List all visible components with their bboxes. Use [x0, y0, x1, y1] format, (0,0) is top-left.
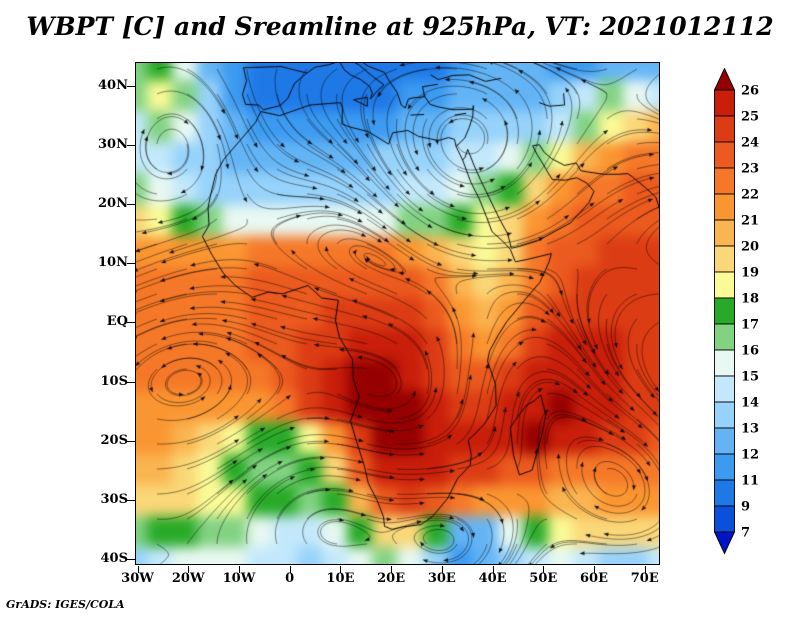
colorbar-segment: [714, 453, 735, 481]
colorbar-segment: [714, 375, 735, 403]
lat-tick-label: 20S: [100, 432, 128, 448]
lon-tick-label: 70E: [630, 571, 659, 586]
colorbar-label: 23: [741, 162, 759, 177]
lon-tick-label: 40E: [478, 571, 507, 586]
colorbar-segment: [714, 141, 735, 169]
colorbar-label: 16: [741, 344, 759, 359]
colorbar-label: 17: [741, 318, 759, 333]
figure-title: WBPT [C] and Sreamline at 925hPa, VT: 20…: [26, 12, 774, 41]
colorbar-label: 9: [741, 500, 750, 515]
tick-mark: [127, 559, 135, 561]
tick-mark: [188, 566, 190, 573]
grads-credit: GrADS: IGES/COLA: [6, 598, 125, 611]
tick-mark: [543, 566, 545, 573]
lon-tick-label: 30E: [427, 571, 456, 586]
tick-mark: [127, 85, 135, 87]
colorbar-segment: [714, 167, 735, 195]
tick-mark: [492, 566, 494, 573]
tick-mark: [127, 322, 135, 324]
colorbar-segment: [714, 89, 735, 117]
colorbar-label: 19: [741, 266, 759, 281]
colorbar-label: 26: [741, 84, 759, 99]
colorbar-label: 20: [741, 240, 759, 255]
colorbar-label: 11: [741, 474, 759, 489]
tick-mark: [644, 566, 646, 573]
colorbar-segment: [714, 115, 735, 143]
tick-mark: [127, 499, 135, 501]
colorbar-label: 12: [741, 448, 759, 463]
colorbar-segment: [714, 427, 735, 455]
colorbar-label: 21: [741, 214, 759, 229]
lon-tick-label: 10W: [222, 571, 256, 586]
colorbar-label: 22: [741, 188, 759, 203]
lat-tick-label: 20N: [98, 196, 128, 212]
colorbar-segment: [714, 349, 735, 377]
lon-tick-label: 10E: [326, 571, 355, 586]
lon-tick-label: 20E: [377, 571, 406, 586]
tick-mark: [127, 204, 135, 206]
lon-tick-label: 50E: [529, 571, 558, 586]
tick-mark: [127, 144, 135, 146]
colorbar-segment: [714, 401, 735, 429]
colorbar-segment: [714, 479, 735, 507]
streamlines-and-coastlines-overlay: [136, 63, 659, 564]
lon-tick-label: 0: [285, 571, 295, 586]
colorbar-segment: [714, 219, 735, 247]
colorbar-label: 13: [741, 422, 759, 437]
lon-tick-label: 60E: [580, 571, 609, 586]
colorbar-segment: [714, 245, 735, 273]
tick-mark: [391, 566, 393, 573]
tick-mark: [127, 381, 135, 383]
tick-mark: [238, 566, 240, 573]
colorbar-label: 24: [741, 136, 759, 151]
tick-mark: [340, 566, 342, 573]
colorbar-segment: [714, 505, 735, 533]
lat-tick-label: 40N: [98, 77, 128, 93]
colorbar-segment: [714, 271, 735, 299]
colorbar: 26 25 24 23 22 21 20 19 18 17 16 15 14 13 12 11 9 7: [714, 68, 759, 555]
lat-tick-label: 10S: [100, 373, 128, 389]
lat-tick-label: 30S: [100, 491, 128, 507]
tick-mark: [127, 440, 135, 442]
lat-tick-label: 10N: [98, 255, 128, 271]
colorbar-label: 25: [741, 110, 759, 125]
lat-tick-label: EQ: [106, 314, 128, 330]
map-plot: [135, 62, 660, 565]
tick-mark: [127, 263, 135, 265]
tick-mark: [289, 566, 291, 573]
lat-tick-label: 30N: [98, 136, 128, 152]
lon-tick-label: 30W: [121, 571, 154, 586]
tick-mark: [441, 566, 443, 573]
colorbar-segment: [714, 531, 736, 555]
colorbar-label: 18: [741, 292, 759, 307]
colorbar-label: 7: [741, 526, 750, 541]
tick-mark: [594, 566, 596, 573]
lat-tick-label: 40S: [100, 551, 128, 567]
colorbar-segment: [714, 297, 735, 325]
lon-tick-label: 20W: [171, 571, 205, 586]
colorbar-label: 14: [741, 396, 759, 411]
tick-mark: [137, 566, 139, 573]
colorbar-segment: [714, 193, 735, 221]
colorbar-label: 15: [741, 370, 759, 385]
colorbar-segment: [714, 323, 735, 351]
colorbar-segment: [714, 68, 736, 91]
